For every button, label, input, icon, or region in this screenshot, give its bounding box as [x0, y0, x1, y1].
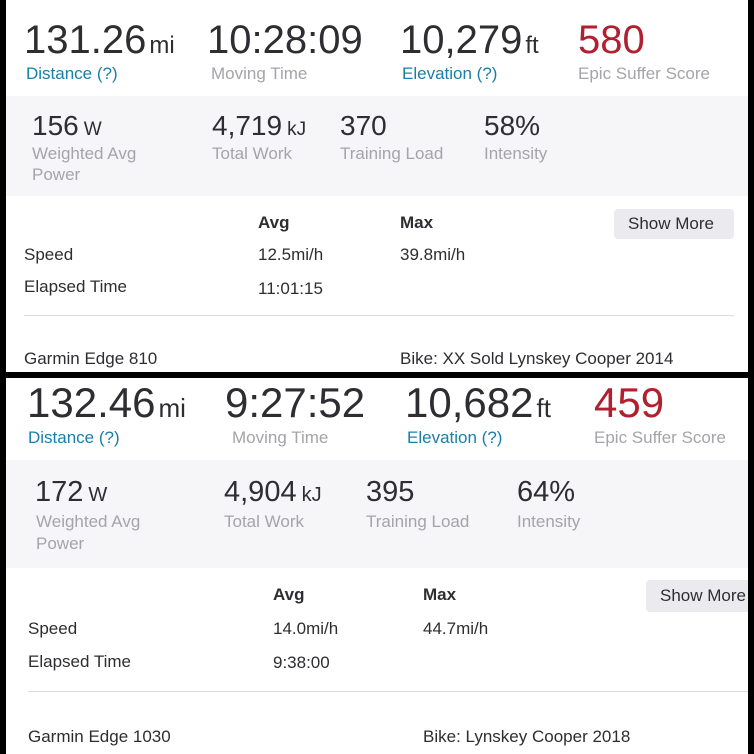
- distance-value: 132.46 mi: [27, 379, 186, 426]
- elevation-help-link[interactable]: Elevation (?): [402, 64, 498, 83]
- work-unit: kJ: [287, 119, 307, 140]
- work-unit: kJ: [301, 484, 322, 506]
- distance-unit: mi: [158, 393, 186, 423]
- device-name: Garmin Edge 810: [24, 349, 158, 368]
- distance-help-link[interactable]: Distance (?): [28, 428, 120, 447]
- elevation-unit: ft: [536, 393, 551, 423]
- training-load-value: 395: [366, 476, 415, 508]
- avg-header: Avg: [273, 585, 305, 604]
- distance-help-link[interactable]: Distance (?): [26, 64, 118, 83]
- total-work-label: Total Work: [212, 144, 292, 163]
- suffer-score-value: 459: [594, 379, 665, 426]
- intensity-label: Intensity: [517, 512, 581, 531]
- weighted-power-label: Weighted Avg Power: [32, 144, 137, 184]
- weighted-power-value: 156 W: [32, 110, 102, 141]
- distance-unit: mi: [149, 32, 175, 59]
- intensity-label: Intensity: [484, 144, 548, 163]
- elevation-help-link[interactable]: Elevation (?): [407, 428, 503, 447]
- elevation-unit: ft: [525, 32, 539, 59]
- bike-link[interactable]: Bike: Lynskey Cooper 2018: [423, 727, 631, 746]
- elapsed-time-label: Elapsed Time: [24, 277, 127, 296]
- power-summary-box: 172 W Weighted Avg Power 4,904 kJ Total Wor…: [6, 460, 748, 568]
- max-header: Max: [400, 213, 434, 232]
- distance-value: 131.26 mi: [24, 18, 175, 62]
- total-work-value: 4,904 kJ: [224, 476, 322, 508]
- activity-stats-2014: 131.26 mi Distance (?) 10:28:09 Moving Ti…: [6, 0, 748, 372]
- total-work-label: Total Work: [224, 512, 304, 531]
- speed-max-value: 39.8mi/h: [400, 245, 466, 264]
- power-unit: W: [88, 484, 108, 506]
- training-load-value: 370: [340, 110, 387, 141]
- activity-stats-2018: 132.46 mi Distance (?) 9:27:52 Moving Tim…: [6, 378, 748, 754]
- divider: [24, 315, 734, 316]
- speed-avg-value: 14.0mi/h: [273, 619, 339, 638]
- moving-time-label: Moving Time: [232, 428, 329, 447]
- speed-avg-value: 12.5mi/h: [258, 245, 324, 264]
- power-unit: W: [83, 119, 102, 140]
- moving-time-value: 9:27:52: [225, 379, 366, 426]
- elapsed-time-avg-value: 11:01:15: [258, 279, 323, 298]
- intensity-value: 64%: [517, 476, 576, 508]
- elapsed-time-label: Elapsed Time: [28, 652, 131, 671]
- max-header: Max: [423, 585, 457, 604]
- avg-header: Avg: [258, 213, 290, 232]
- moving-time-label: Moving Time: [211, 64, 308, 83]
- weighted-power-label: Weighted Avg Power: [36, 512, 141, 553]
- speed-max-value: 44.7mi/h: [423, 619, 489, 638]
- training-load-label: Training Load: [340, 144, 444, 163]
- divider: [28, 691, 748, 692]
- suffer-score-value: 580: [578, 18, 645, 62]
- device-name: Garmin Edge 1030: [28, 727, 171, 746]
- elevation-value: 10,279 ft: [400, 18, 539, 62]
- moving-time-value: 10:28:09: [207, 18, 363, 62]
- intensity-value: 58%: [484, 110, 541, 141]
- weighted-power-value: 172 W: [35, 476, 108, 508]
- total-work-value: 4,719 kJ: [212, 110, 307, 141]
- suffer-score-label: Epic Suffer Score: [578, 64, 710, 83]
- suffer-score-label: Epic Suffer Score: [594, 428, 726, 447]
- power-summary-box: 156 W Weighted Avg Power 4,719 kJ Total Wor…: [6, 96, 748, 196]
- training-load-label: Training Load: [366, 512, 470, 531]
- show-more-button[interactable]: Show More: [646, 580, 748, 612]
- speed-label: Speed: [28, 619, 78, 638]
- speed-label: Speed: [24, 245, 74, 264]
- show-more-button[interactable]: Show More: [614, 209, 734, 239]
- elapsed-time-avg-value: 9:38:00: [273, 653, 330, 672]
- elevation-value: 10,682 ft: [405, 379, 551, 426]
- bike-link[interactable]: Bike: XX Sold Lynskey Cooper 2014: [400, 349, 674, 368]
